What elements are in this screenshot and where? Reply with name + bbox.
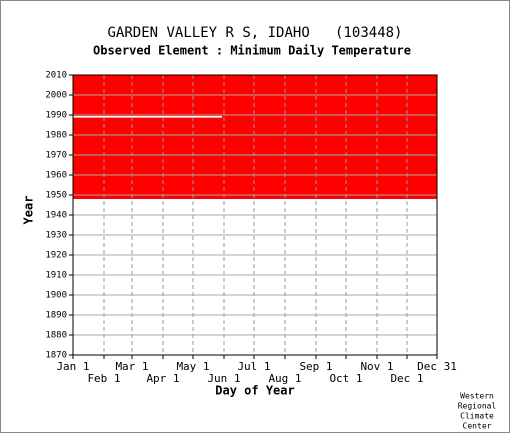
x-tick-label: Jul 1 <box>237 360 270 373</box>
x-tick-label: Apr 1 <box>146 372 179 385</box>
y-tick-label: 1910 <box>45 271 67 281</box>
y-tick-label: 1880 <box>45 331 67 341</box>
y-tick-label: 1970 <box>45 151 67 161</box>
y-tick-label: 1920 <box>45 251 67 261</box>
chart-subtitle: Observed Element : Minimum Daily Tempera… <box>93 44 411 58</box>
y-tick-label: 1960 <box>45 171 67 181</box>
y-tick-label: 2000 <box>45 91 67 101</box>
x-tick-label: Jan 1 <box>56 360 89 373</box>
y-axis-label: Year <box>22 196 36 225</box>
x-axis-label: Day of Year <box>215 384 294 398</box>
plot-border <box>72 74 438 356</box>
x-tick-label: Mar 1 <box>115 360 148 373</box>
y-tick-label: 1940 <box>45 211 67 221</box>
y-tick-label: 1900 <box>45 291 67 301</box>
y-tick-label: 2010 <box>45 71 67 81</box>
x-tick-label: Dec 1 <box>390 372 423 385</box>
y-tick-label: 1930 <box>45 231 67 241</box>
x-tick-label: Oct 1 <box>329 372 362 385</box>
coverage-area <box>73 75 437 199</box>
credit: Regional <box>458 402 497 411</box>
y-tick-label: 1990 <box>45 111 67 121</box>
x-tick-label: Sep 1 <box>299 360 332 373</box>
y-tick-label: 1890 <box>45 311 67 321</box>
y-tick-label: 1870 <box>45 351 67 361</box>
x-tick-label: Dec 31 <box>417 360 457 373</box>
x-tick-label: May 1 <box>176 360 209 373</box>
credit: Western <box>460 392 494 401</box>
x-tick-label: Nov 1 <box>360 360 393 373</box>
missing-data <box>73 116 222 118</box>
credit: Center <box>463 422 492 431</box>
x-tick-label: Feb 1 <box>87 372 120 385</box>
y-tick-label: 1980 <box>45 131 67 141</box>
credit: Climate <box>460 412 494 421</box>
y-tick-label: 1950 <box>45 191 67 201</box>
x-tick-label: Jun 1 <box>207 372 240 385</box>
chart-title: GARDEN VALLEY R S, IDAHO (103448) <box>107 25 402 41</box>
x-tick-label: Aug 1 <box>268 372 301 385</box>
